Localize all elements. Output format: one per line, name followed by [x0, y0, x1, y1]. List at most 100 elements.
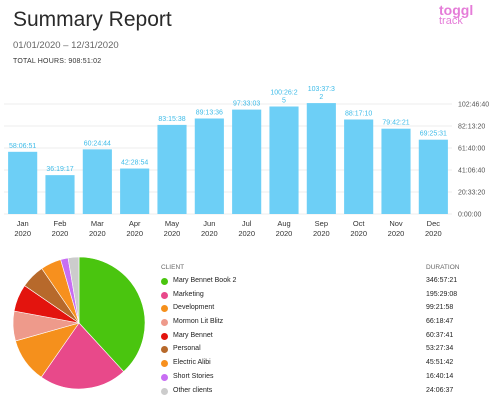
- y-tick-label: 20:33:20: [458, 189, 485, 196]
- bar-value-label: 42:28:54: [121, 160, 148, 167]
- date-range: 01/01/2020 – 12/31/2020: [13, 40, 119, 51]
- legend-duration: 16:40:14: [426, 372, 454, 380]
- x-tick-year: 2020: [276, 229, 293, 238]
- bar-value-label: 88:17:10: [345, 111, 372, 118]
- legend-color-dot: [161, 346, 168, 354]
- y-tick-label: 41:06:40: [458, 168, 485, 175]
- legend-color-dot: [161, 332, 168, 340]
- legend-row[interactable]: Electric Alibi 45:51:42: [161, 359, 491, 373]
- bar-value-label: 97:33:03: [233, 101, 260, 108]
- x-tick-year: 2020: [313, 229, 330, 238]
- legend-client-name: Mormon Lit Blitz: [173, 318, 224, 326]
- legend-color-dot: [161, 360, 168, 368]
- page-title: Summary Report: [13, 8, 172, 31]
- bar-value-label: 83:15:38: [158, 116, 185, 123]
- legend-client-name: Electric Alibi: [173, 359, 211, 367]
- client-legend: CLIENT DURATION Mary Bennet Book 2 346:57…: [161, 264, 491, 400]
- legend-color-dot: [161, 387, 168, 395]
- bar-value-label: 5: [282, 98, 286, 105]
- x-tick-month: Aug: [277, 219, 290, 228]
- legend-row[interactable]: Personal 53:27:34: [161, 345, 491, 359]
- monthly-bar-chart: 102:46:40 82:13:20 61:40:00 41:06:40 20:33:2…: [4, 86, 489, 238]
- x-tick-year: 2020: [14, 229, 31, 238]
- bar-value-label: 69:25:31: [420, 131, 447, 138]
- bar-value-label: 60:24:44: [84, 140, 111, 147]
- legend-row[interactable]: Marketing 195:29:08: [161, 291, 491, 305]
- pie-slice[interactable]: [40, 322, 125, 390]
- legend-duration: 24:06:37: [426, 386, 454, 394]
- y-tick-label: 0:00:00: [458, 212, 481, 219]
- pie-slice[interactable]: [67, 256, 80, 324]
- legend-row[interactable]: Short Stories 16:40:14: [161, 373, 491, 387]
- legend-color-dot: [161, 305, 168, 313]
- legend-row[interactable]: Other clients 24:06:37: [161, 387, 491, 400]
- bar-value-label: 103:37:3: [308, 86, 335, 93]
- legend-color-dot: [161, 373, 168, 381]
- x-tick-year: 2020: [89, 229, 106, 238]
- x-tick-year: 2020: [350, 229, 367, 238]
- legend-row[interactable]: Mary Bennet 60:37:41: [161, 332, 491, 346]
- bar[interactable]: [194, 118, 224, 214]
- x-tick-year: 2020: [425, 229, 442, 238]
- y-tick-label: 82:13:20: [458, 124, 485, 131]
- legend-duration: 195:29:08: [426, 290, 458, 298]
- x-tick-year: 2020: [52, 229, 69, 238]
- pie-slice[interactable]: [78, 256, 146, 373]
- legend-client-name: Mary Bennet Book 2: [173, 277, 237, 284]
- legend-client-name: Mary Bennet: [173, 331, 213, 339]
- bar[interactable]: [232, 109, 262, 214]
- bar-value-label: 2: [319, 94, 323, 101]
- legend-row[interactable]: Mormon Lit Blitz 66:18:47: [161, 318, 491, 332]
- legend-duration: 346:57:21: [426, 277, 458, 284]
- bar[interactable]: [306, 103, 336, 214]
- legend-header: CLIENT DURATION: [161, 264, 491, 277]
- x-tick-year: 2020: [164, 229, 181, 238]
- bar-value-label: 36:19:17: [46, 166, 73, 173]
- x-tick-month: Oct: [353, 219, 366, 228]
- legend-client-name: Marketing: [173, 290, 204, 298]
- client-pie-chart: [12, 256, 146, 390]
- bar[interactable]: [82, 149, 112, 214]
- y-tick-label: 102:46:40: [458, 102, 489, 109]
- x-tick-month: Sep: [315, 219, 328, 228]
- client-column-header: CLIENT: [161, 264, 185, 271]
- bar[interactable]: [120, 168, 150, 214]
- x-tick-year: 2020: [126, 229, 143, 238]
- legend-client-name: Personal: [173, 345, 201, 353]
- bar[interactable]: [8, 151, 38, 214]
- bar[interactable]: [418, 139, 448, 214]
- legend-duration: 45:51:42: [426, 359, 454, 367]
- logo-text: toggl: [439, 2, 474, 18]
- legend-duration: 53:27:34: [426, 345, 454, 353]
- x-tick-month: Jul: [242, 219, 252, 228]
- x-tick-year: 2020: [238, 229, 255, 238]
- bar[interactable]: [381, 128, 411, 214]
- x-tick-month: May: [165, 219, 179, 228]
- bar-value-label: 89:13:36: [196, 110, 223, 117]
- x-tick-year: 2020: [388, 229, 405, 238]
- bar-value-label: 58:06:51: [9, 143, 36, 150]
- x-tick-month: Apr: [129, 219, 141, 228]
- toggl-track-logo[interactable]: toggl track: [439, 2, 479, 27]
- legend-row[interactable]: Development 99:21:58: [161, 304, 491, 318]
- duration-column-header: DURATION: [426, 264, 460, 271]
- bar[interactable]: [344, 119, 374, 214]
- x-tick-year: 2020: [201, 229, 218, 238]
- legend-color-dot: [161, 278, 168, 285]
- x-tick-month: Mar: [91, 219, 104, 228]
- x-tick-month: Nov: [389, 219, 403, 228]
- legend-duration: 66:18:47: [426, 318, 454, 326]
- total-hours: TOTAL HOURS: 908:51:02: [13, 58, 102, 65]
- legend-row[interactable]: Mary Bennet Book 2 346:57:21: [161, 277, 491, 291]
- legend-client-name: Other clients: [173, 386, 213, 394]
- bar[interactable]: [45, 175, 75, 214]
- bar[interactable]: [269, 106, 299, 214]
- bar-value-label: 79:42:21: [382, 120, 409, 127]
- legend-duration: 60:37:41: [426, 331, 454, 339]
- legend-duration: 99:21:58: [426, 304, 454, 312]
- legend-client-name: Development: [173, 304, 215, 312]
- x-tick-month: Jan: [17, 219, 29, 228]
- bar[interactable]: [157, 124, 187, 214]
- logo-subtext: track: [439, 15, 463, 27]
- x-tick-month: Jun: [203, 219, 215, 228]
